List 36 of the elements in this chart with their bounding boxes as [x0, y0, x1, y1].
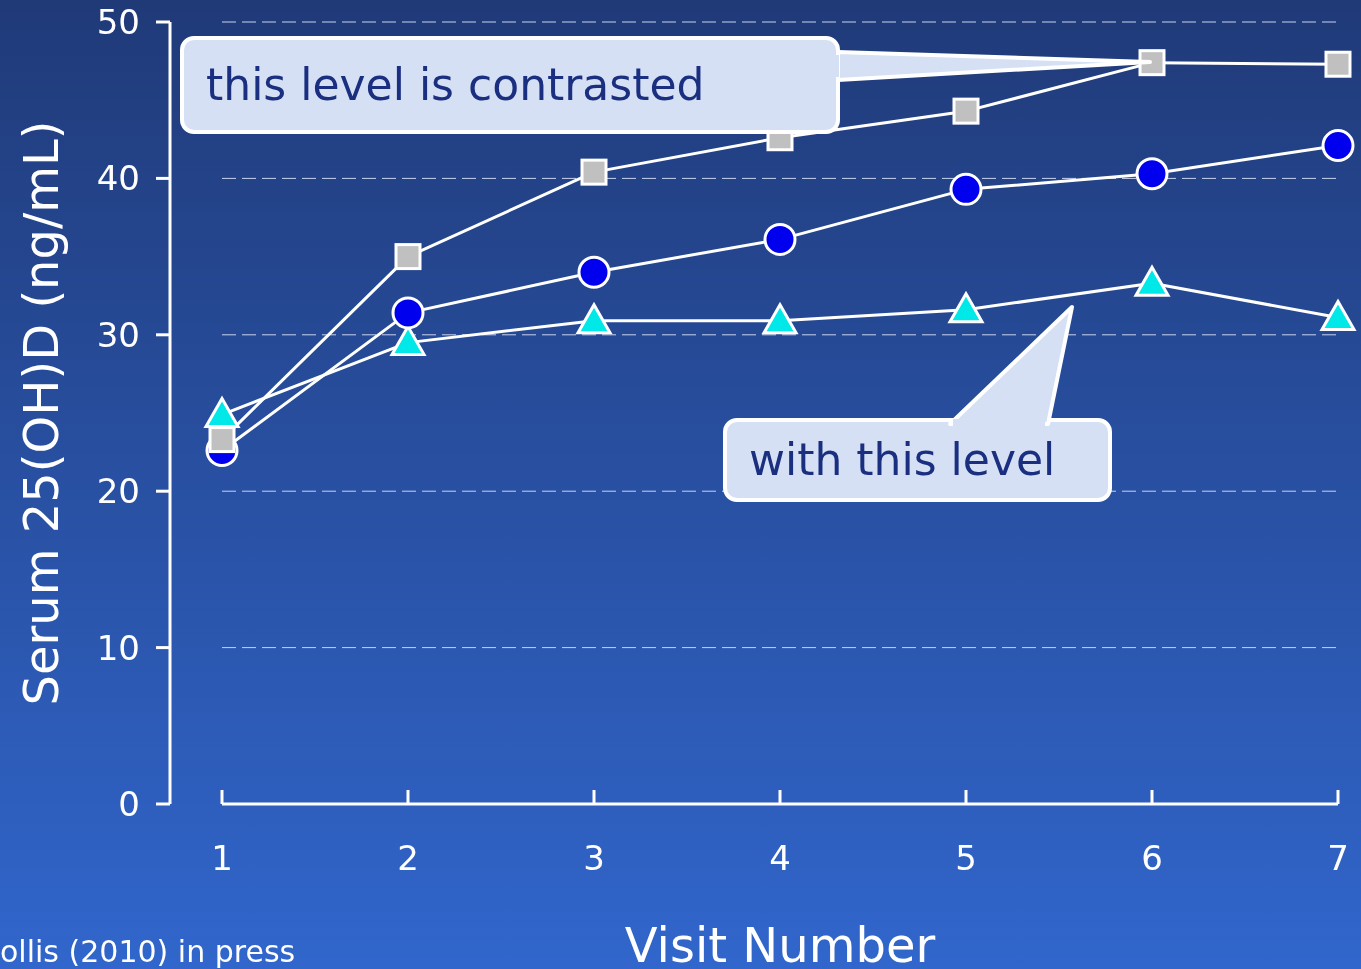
x-tick-label: 3	[583, 838, 605, 878]
annotation: with this level	[749, 434, 1056, 486]
point	[763, 222, 797, 256]
text: ollis (2010) in press	[0, 934, 296, 969]
y-axis-title: Serum 25(OH)D (ng/mL)	[13, 120, 69, 706]
x-tick-label: 7	[1327, 838, 1349, 878]
point	[208, 426, 236, 454]
point	[1324, 50, 1352, 78]
y-tick-label: 30	[96, 314, 140, 355]
x-tick-label: 4	[769, 838, 791, 878]
point	[952, 97, 980, 125]
y-tick-label: 20	[96, 471, 140, 512]
point	[577, 255, 611, 289]
x-axis-title: Visit Number	[624, 917, 936, 969]
point	[1135, 157, 1169, 191]
annotation: this level is contrasted	[206, 59, 705, 111]
x-tick-label: 6	[1141, 838, 1163, 878]
point	[1320, 300, 1356, 332]
y-tick-label: 0	[118, 783, 140, 824]
point	[1321, 129, 1355, 163]
point	[762, 303, 798, 335]
x-tick-label: 1	[211, 838, 233, 878]
x-tick-label: 5	[955, 838, 977, 878]
point	[1138, 49, 1166, 77]
point	[391, 296, 425, 330]
point	[948, 292, 984, 324]
point	[580, 158, 608, 186]
y-tick-label: 10	[96, 627, 140, 668]
y-tick-label: 50	[96, 1, 140, 42]
point	[949, 172, 983, 206]
x-tick-label: 2	[397, 838, 419, 878]
point	[204, 397, 240, 429]
y-tick-label: 40	[96, 158, 140, 199]
point	[1134, 265, 1170, 297]
point	[394, 243, 422, 271]
point	[576, 303, 612, 335]
